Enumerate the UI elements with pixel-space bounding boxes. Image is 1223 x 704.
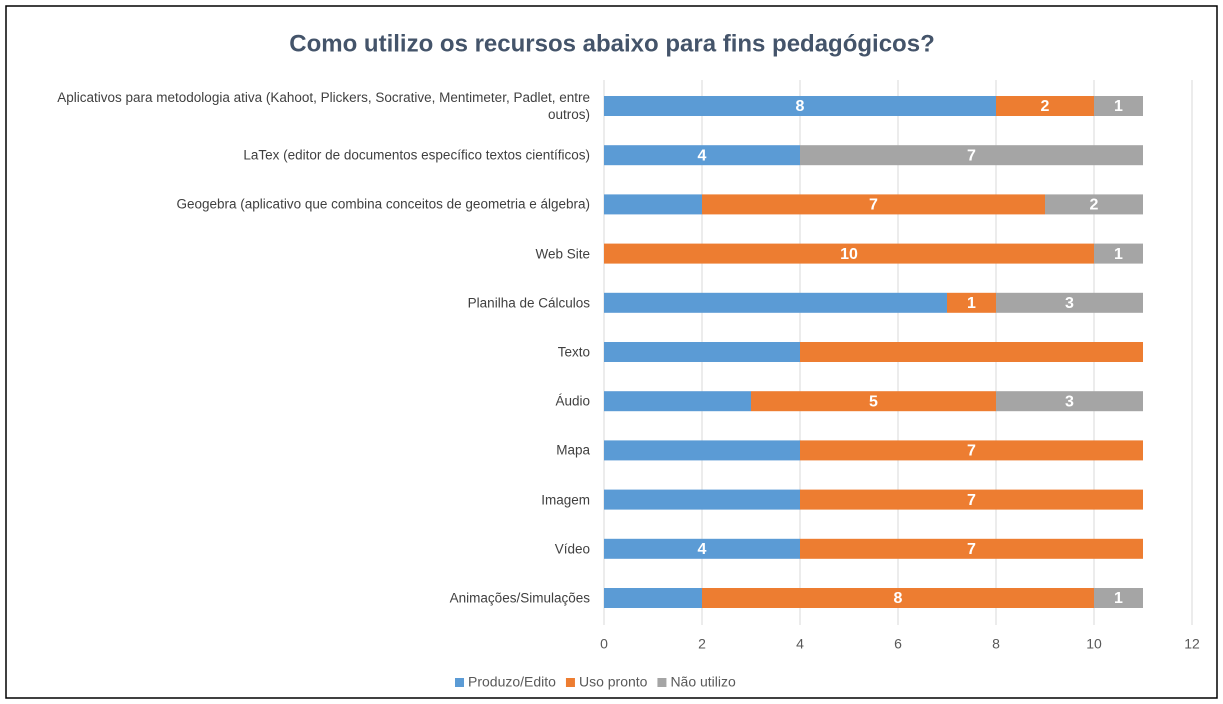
data-label: 2 [1090, 197, 1099, 214]
bar-segment [1094, 243, 1143, 264]
bar-segment [604, 440, 800, 461]
data-label: 7 [967, 147, 976, 164]
bar-segment [800, 538, 1143, 559]
bar-segment [604, 292, 947, 313]
data-label: 1 [967, 295, 976, 312]
bar-segment [800, 342, 1143, 362]
frame [5, 5, 1218, 699]
category-label: Planilha de Cálculos [467, 295, 590, 311]
bar-segment [604, 538, 800, 559]
data-label: 1 [1114, 98, 1123, 115]
data-label: 7 [869, 197, 878, 214]
bar-segment [604, 342, 800, 362]
bar-segment [996, 391, 1143, 412]
data-label: 4 [698, 147, 707, 164]
bar-segment [702, 588, 1094, 608]
data-label: 1 [1114, 246, 1123, 263]
bar-segment [604, 391, 751, 412]
bar-segment [604, 243, 1094, 264]
legend-label: Produzo/Edito [468, 674, 556, 690]
chart-title: Como utilizo os recursos abaixo para fin… [289, 30, 934, 57]
x-tick-label: 8 [992, 636, 1000, 652]
x-tick-label: 12 [1184, 636, 1200, 652]
data-label: 10 [840, 246, 858, 263]
legend-swatch [455, 678, 464, 687]
data-label: 4 [698, 541, 707, 558]
category-label: Geogebra (aplicativo que combina conceit… [176, 196, 591, 212]
category-label: Animações/Simulações [449, 590, 590, 606]
bar-segment [800, 145, 1143, 166]
category-label: Aplicativos para metodologia ativa (Kaho… [57, 90, 590, 122]
bar-segment [1094, 96, 1143, 116]
category-label: Imagem [541, 492, 590, 508]
data-label: 7 [967, 541, 976, 558]
category-label: LaTex (editor de documentos específico t… [243, 147, 590, 163]
x-tick-label: 10 [1086, 636, 1102, 652]
data-label: 3 [1065, 295, 1074, 312]
x-tick-label: 2 [698, 636, 706, 652]
category-label: Texto [557, 344, 590, 360]
bar-segment [604, 194, 702, 215]
category-label: Vídeo [554, 541, 590, 557]
data-label: 8 [894, 590, 903, 607]
legend-swatch [565, 678, 575, 687]
data-label: 8 [796, 98, 805, 115]
data-label: 7 [967, 492, 976, 509]
x-tick-label: 4 [796, 636, 804, 652]
bar-segment [1045, 194, 1143, 215]
bar-segment [702, 194, 1045, 215]
bar-segment [800, 440, 1143, 461]
bar-segment [996, 96, 1094, 116]
legend-label: Uso pronto [579, 674, 648, 690]
legend-label: Não utilizo [670, 674, 736, 690]
category-label: Web Site [535, 246, 590, 262]
bar-segment [604, 145, 800, 166]
data-label: 1 [1114, 590, 1123, 607]
bar-segment [604, 96, 996, 116]
legend-swatch [657, 678, 667, 687]
x-tick-label: 0 [600, 636, 608, 652]
bar-segment [947, 292, 996, 313]
data-label: 2 [1041, 98, 1050, 115]
bar-segment [1094, 588, 1143, 608]
x-tick-label: 6 [894, 636, 902, 652]
category-label: Mapa [556, 442, 590, 458]
data-label: 5 [869, 393, 878, 410]
bar-segment [800, 489, 1143, 510]
bar-segment [604, 489, 800, 510]
data-label: 3 [1065, 393, 1074, 410]
bar-segment [751, 391, 996, 412]
category-label: Áudio [555, 393, 590, 409]
data-label: 7 [967, 443, 976, 460]
bar-segment [604, 588, 702, 608]
bar-segment [996, 292, 1143, 313]
